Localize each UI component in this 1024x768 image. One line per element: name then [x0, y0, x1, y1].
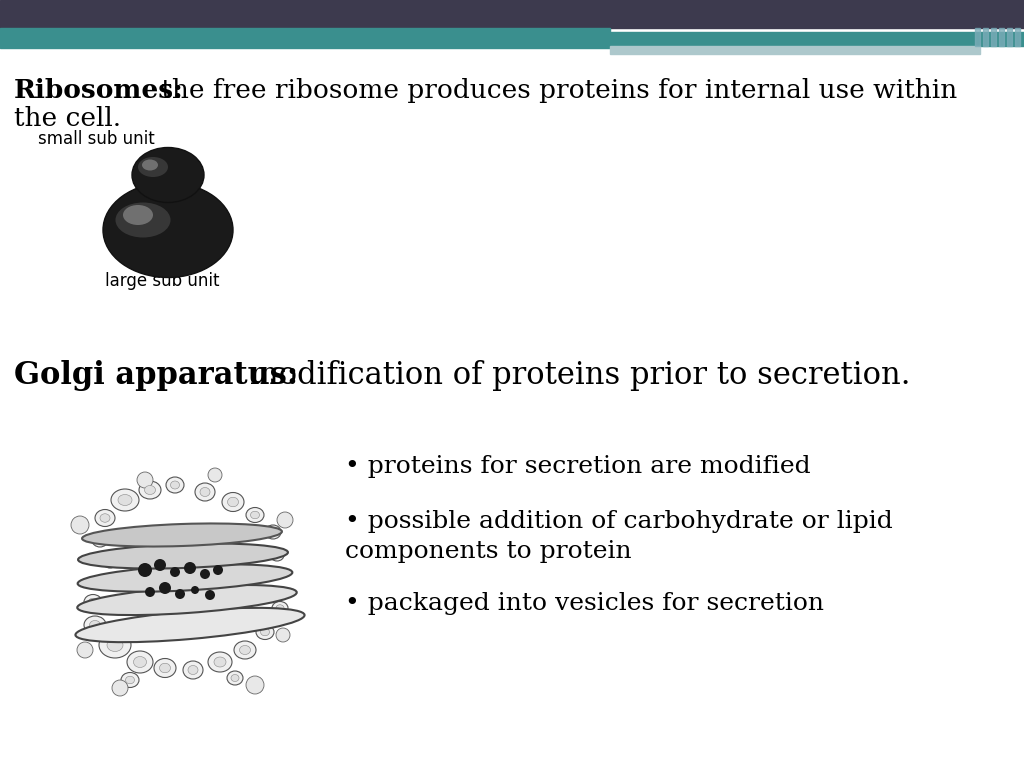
Text: large sub unit: large sub unit [105, 272, 219, 290]
Circle shape [175, 589, 185, 599]
Ellipse shape [200, 488, 210, 496]
Bar [610, 32, 1024, 46]
Ellipse shape [126, 677, 134, 684]
Ellipse shape [260, 628, 269, 636]
Circle shape [213, 565, 223, 575]
Text: • possible addition of carbohydrate or lipid
components to protein: • possible addition of carbohydrate or l… [345, 510, 893, 563]
Circle shape [137, 472, 153, 488]
Ellipse shape [269, 528, 278, 535]
Text: the free ribosome produces proteins for internal use within: the free ribosome produces proteins for … [153, 78, 957, 103]
Bar [999, 28, 1004, 46]
Text: modification of proteins prior to secretion.: modification of proteins prior to secret… [240, 360, 910, 391]
Ellipse shape [78, 544, 288, 568]
Ellipse shape [106, 638, 123, 651]
Ellipse shape [227, 671, 243, 685]
Bar [991, 28, 996, 46]
Ellipse shape [84, 594, 102, 610]
Ellipse shape [99, 632, 131, 658]
Ellipse shape [127, 651, 153, 673]
Circle shape [71, 516, 89, 534]
Text: • packaged into vesicles for secretion: • packaged into vesicles for secretion [345, 592, 824, 615]
Bar [0, 28, 610, 48]
Ellipse shape [132, 147, 204, 203]
Text: • proteins for secretion are modified: • proteins for secretion are modified [345, 455, 811, 478]
Ellipse shape [103, 556, 117, 568]
Ellipse shape [265, 525, 281, 539]
Ellipse shape [82, 524, 282, 547]
Ellipse shape [195, 483, 215, 501]
Ellipse shape [222, 492, 244, 511]
Ellipse shape [188, 666, 198, 674]
Ellipse shape [144, 485, 156, 495]
Bar [610, 46, 980, 54]
Ellipse shape [240, 645, 251, 654]
Bar [983, 28, 988, 46]
Ellipse shape [142, 160, 158, 170]
Ellipse shape [76, 607, 304, 642]
Text: the cell.: the cell. [14, 106, 121, 131]
Ellipse shape [234, 641, 256, 659]
Circle shape [154, 559, 166, 571]
Circle shape [246, 676, 264, 694]
Circle shape [159, 582, 171, 594]
Ellipse shape [138, 157, 168, 177]
Ellipse shape [133, 657, 146, 667]
Circle shape [112, 680, 128, 696]
Text: Ribosomes:: Ribosomes: [14, 78, 183, 103]
Circle shape [278, 512, 293, 528]
Ellipse shape [111, 489, 139, 511]
Bar [1007, 28, 1012, 46]
Ellipse shape [208, 652, 232, 672]
Ellipse shape [227, 497, 239, 507]
Ellipse shape [171, 481, 179, 489]
Ellipse shape [84, 616, 106, 634]
Ellipse shape [89, 621, 100, 630]
Ellipse shape [118, 495, 132, 505]
Circle shape [276, 628, 290, 642]
Ellipse shape [100, 514, 110, 522]
Circle shape [200, 569, 210, 579]
Ellipse shape [121, 673, 139, 687]
Ellipse shape [272, 601, 288, 614]
Ellipse shape [246, 508, 264, 522]
Ellipse shape [95, 509, 115, 527]
Ellipse shape [78, 564, 293, 591]
Ellipse shape [276, 604, 284, 611]
Ellipse shape [154, 658, 176, 677]
Ellipse shape [256, 624, 274, 640]
Ellipse shape [231, 674, 239, 681]
Circle shape [145, 587, 155, 597]
Circle shape [138, 563, 152, 577]
Ellipse shape [116, 203, 171, 237]
Text: Golgi apparatus:: Golgi apparatus: [14, 360, 298, 391]
Ellipse shape [106, 559, 114, 565]
Circle shape [208, 468, 222, 482]
Text: small sub unit: small sub unit [38, 130, 155, 148]
Ellipse shape [270, 549, 284, 561]
Ellipse shape [183, 661, 203, 679]
Circle shape [205, 590, 215, 600]
Ellipse shape [166, 477, 184, 493]
Circle shape [77, 642, 93, 658]
Ellipse shape [251, 511, 259, 518]
Ellipse shape [96, 537, 104, 544]
Ellipse shape [92, 533, 108, 547]
Ellipse shape [77, 585, 297, 615]
Bar [975, 28, 980, 46]
Ellipse shape [273, 552, 281, 558]
Ellipse shape [160, 664, 171, 673]
Ellipse shape [103, 183, 233, 277]
Ellipse shape [123, 205, 153, 225]
Circle shape [191, 586, 199, 594]
Circle shape [170, 567, 180, 577]
Bar [0, 0, 1024, 28]
Ellipse shape [214, 657, 226, 667]
Bar [1015, 28, 1020, 46]
Circle shape [184, 562, 196, 574]
Ellipse shape [139, 481, 161, 499]
Ellipse shape [88, 598, 97, 606]
